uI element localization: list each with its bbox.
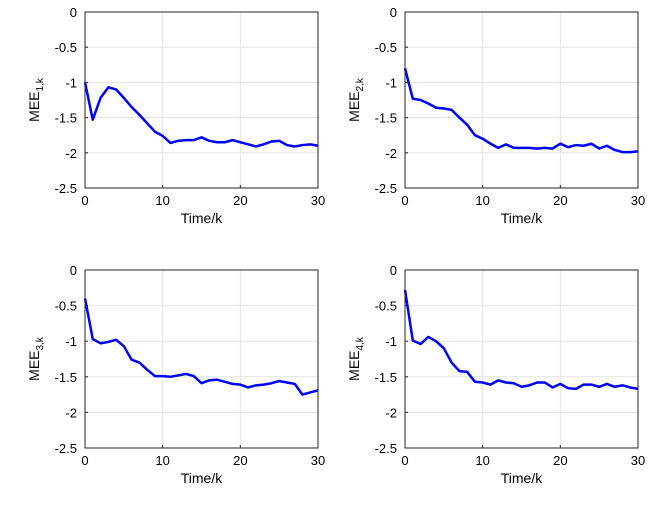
x-tick-label: 10 — [155, 193, 169, 208]
y-tick-label: -1.5 — [55, 111, 77, 126]
y-tick-label: -2 — [385, 146, 397, 161]
y-tick-label: -1 — [385, 75, 397, 90]
axes-box — [404, 11, 639, 189]
y-label-main: MEE — [26, 92, 42, 122]
y-tick-label: -2 — [65, 405, 77, 420]
x-axis-label: Time/k — [181, 210, 223, 226]
y-label-main: MEE — [26, 351, 42, 381]
x-axis-label: Time/k — [181, 470, 223, 486]
x-tick-label: 30 — [631, 193, 645, 208]
y-tick-label: -1 — [65, 75, 77, 90]
x-tick-label: 30 — [311, 453, 325, 468]
data-line — [83, 82, 319, 148]
y-label-sub: 4,k — [355, 336, 366, 350]
y-tick-label: -2.5 — [55, 181, 77, 196]
y-tick-label: 0 — [390, 5, 397, 20]
subplot: 0 10 20 30 0 -0.5 -1 -1.5 -2 -2.5 Time/k MEE4,k — [346, 263, 645, 486]
axes-box — [84, 269, 319, 449]
y-tick-label: -2.5 — [375, 181, 397, 196]
y-tick-label: -2 — [385, 405, 397, 420]
y-tick-label: -2.5 — [375, 441, 397, 456]
x-tick-label: 20 — [553, 453, 567, 468]
y-tick-label: -1.5 — [55, 370, 77, 385]
x-tick-label: 0 — [401, 453, 408, 468]
plot-area — [405, 12, 638, 188]
axes-box — [404, 269, 639, 449]
y-label-sub: 1,k — [35, 77, 46, 91]
x-tick-label: 10 — [475, 453, 489, 468]
x-axis-label: Time/k — [501, 470, 543, 486]
data-line — [403, 68, 639, 154]
x-tick-label: 0 — [401, 193, 408, 208]
plot-area — [85, 12, 318, 188]
y-tick-label: -2 — [65, 146, 77, 161]
y-axis-label: MEE2,k — [346, 77, 366, 122]
plot-area — [85, 270, 318, 448]
y-tick-label: -0.5 — [375, 40, 397, 55]
y-tick-label: -1 — [65, 334, 77, 349]
subplot: 0 10 20 30 0 -0.5 -1 -1.5 -2 -2.5 Time/k MEE2,k — [346, 5, 645, 226]
x-tick-label: 0 — [81, 193, 88, 208]
axes-box — [84, 11, 319, 189]
x-tick-label: 20 — [553, 193, 567, 208]
y-label-sub: 3,k — [35, 336, 46, 350]
x-tick-label: 10 — [475, 193, 489, 208]
subplot: 0 10 20 30 0 -0.5 -1 -1.5 -2 -2.5 Time/k MEE3,k — [26, 263, 325, 486]
y-tick-label: -0.5 — [375, 299, 397, 314]
y-tick-label: 0 — [70, 5, 77, 20]
y-axis-label: MEE3,k — [26, 336, 46, 381]
y-tick-label: -2.5 — [55, 441, 77, 456]
x-tick-label: 10 — [155, 453, 169, 468]
y-label-main: MEE — [346, 92, 362, 122]
plot-area — [405, 270, 638, 448]
x-tick-label: 0 — [81, 453, 88, 468]
x-tick-label: 30 — [631, 453, 645, 468]
x-tick-label: 20 — [233, 193, 247, 208]
y-tick-label: -1.5 — [375, 370, 397, 385]
y-tick-label: -0.5 — [55, 299, 77, 314]
y-tick-label: -1 — [385, 334, 397, 349]
y-label-main: MEE — [346, 351, 362, 381]
x-axis-label: Time/k — [501, 210, 543, 226]
data-line — [83, 298, 319, 396]
y-tick-label: 0 — [390, 263, 397, 278]
data-line — [403, 289, 639, 391]
x-tick-label: 20 — [233, 453, 247, 468]
subplot: 0 10 20 30 0 -0.5 -1 -1.5 -2 -2.5 Time/k MEE1,k — [26, 5, 325, 226]
y-label-sub: 2,k — [355, 77, 366, 91]
x-tick-label: 30 — [311, 193, 325, 208]
y-axis-label: MEE1,k — [26, 77, 46, 122]
y-tick-label: -0.5 — [55, 40, 77, 55]
y-tick-label: -1.5 — [375, 111, 397, 126]
y-axis-label: MEE4,k — [346, 336, 366, 381]
y-tick-label: 0 — [70, 263, 77, 278]
